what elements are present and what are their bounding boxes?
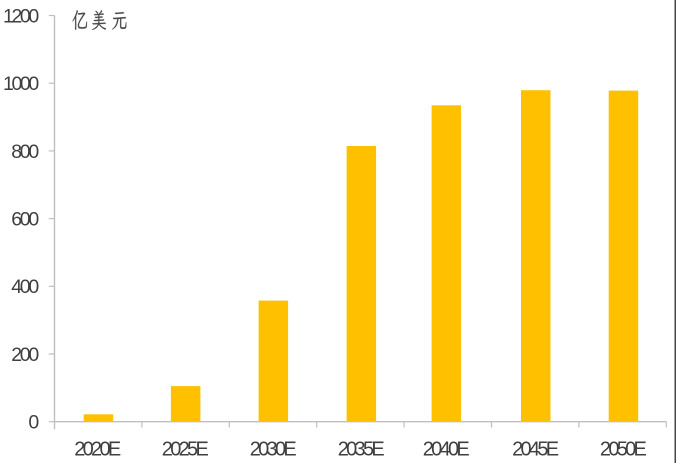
svg-text:600: 600 <box>11 209 39 231</box>
svg-text:2020E: 2020E <box>74 439 121 461</box>
svg-text:2025E: 2025E <box>162 439 209 461</box>
svg-text:2050E: 2050E <box>600 439 647 461</box>
svg-text:2030E: 2030E <box>250 439 297 461</box>
svg-text:0: 0 <box>28 412 39 434</box>
svg-text:1000: 1000 <box>3 73 39 95</box>
svg-text:800: 800 <box>11 141 39 163</box>
svg-text:2045E: 2045E <box>512 439 559 461</box>
svg-text:2035E: 2035E <box>338 439 385 461</box>
svg-text:400: 400 <box>11 276 39 298</box>
svg-text:200: 200 <box>11 344 39 366</box>
svg-text:2040E: 2040E <box>423 439 470 461</box>
svg-text:1200: 1200 <box>3 5 39 27</box>
